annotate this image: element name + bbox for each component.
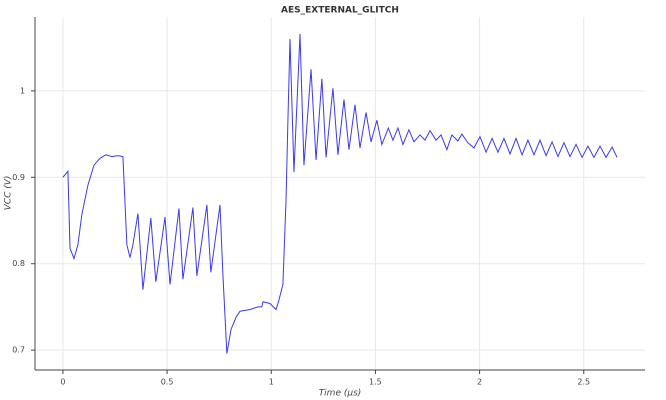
y-axis-label: VCC (V): [4, 176, 14, 211]
x-tick-label: 0: [60, 378, 65, 387]
y-tick-label: 0.8: [12, 259, 25, 268]
y-tick-label: 1: [20, 86, 25, 95]
x-tick-label: 2.5: [577, 378, 590, 387]
data-line: [62, 33, 618, 354]
x-tick-label: 2: [477, 378, 482, 387]
y-tick-label: 0.7: [12, 346, 25, 355]
y-tick-label: 0.9: [12, 173, 25, 182]
x-tick-label: 1.5: [369, 378, 382, 387]
chart-title: AES_EXTERNAL_GLITCH: [281, 6, 399, 16]
x-tick-label: 1: [269, 378, 274, 387]
x-tick-label: 0.5: [161, 378, 174, 387]
x-axis-label: Time (µs): [319, 389, 362, 399]
